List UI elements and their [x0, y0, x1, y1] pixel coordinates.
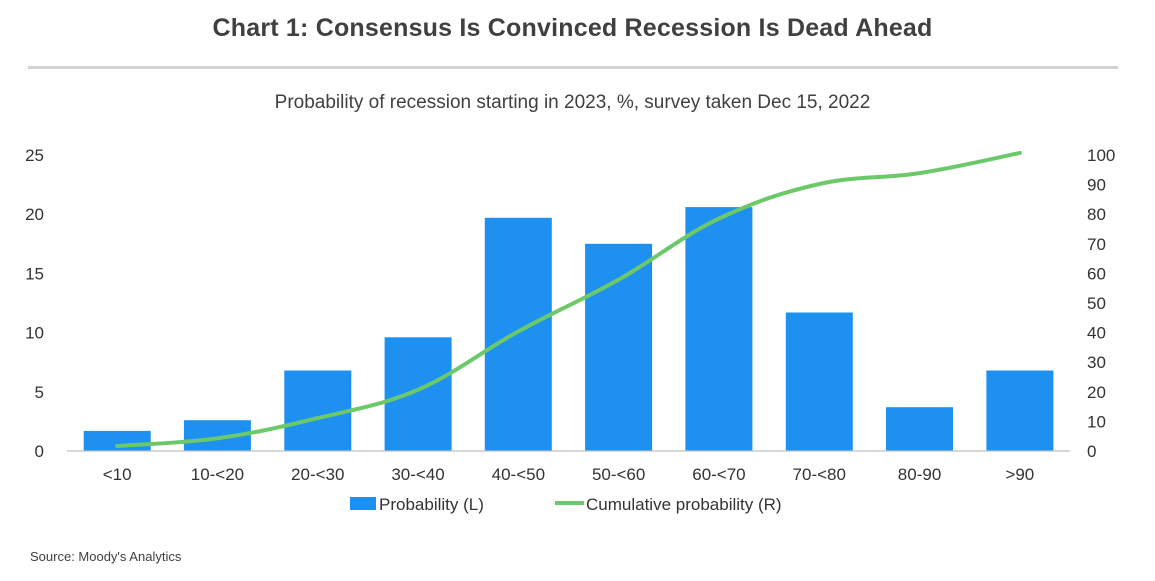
title-divider: [28, 66, 1118, 69]
x-tick-label: 50-<60: [592, 465, 645, 484]
chart-subtitle: Probability of recession starting in 202…: [274, 92, 871, 113]
x-tick-label: 70-<80: [793, 465, 846, 484]
y-left-tick-label: 25: [25, 146, 44, 165]
bar-6: [685, 207, 753, 451]
y-right-tick-label: 90: [1087, 176, 1106, 195]
bar-4: [484, 217, 552, 451]
y-right-tick-label: 100: [1087, 146, 1115, 165]
y-right-tick-label: 10: [1087, 412, 1106, 431]
y-right-tick-label: 50: [1087, 294, 1106, 313]
x-tick-label: 30-<40: [391, 465, 444, 484]
y-left-tick-label: 15: [25, 264, 44, 283]
y-left-tick-label: 5: [35, 383, 44, 402]
x-tick-label: 80-90: [898, 465, 941, 484]
y-left-tick-label: 0: [35, 442, 44, 461]
y-right-tick-label: 70: [1087, 235, 1106, 254]
y-right-tick-label: 20: [1087, 383, 1106, 402]
y-right-tick-label: 80: [1087, 205, 1106, 224]
x-tick-label: 60-<70: [692, 465, 745, 484]
y-left-tick-label: 20: [25, 205, 44, 224]
bar-8: [886, 407, 953, 451]
bar-7: [785, 312, 853, 451]
x-tick-label: 10-<20: [191, 465, 244, 484]
x-tick-label: <10: [103, 465, 132, 484]
cumulative-probability-line: [115, 150, 1022, 448]
x-tick-label: >90: [1005, 465, 1034, 484]
legend-bar-label: Probability (L): [379, 495, 484, 514]
y-right-tick-label: 30: [1087, 353, 1106, 372]
chart-title: Chart 1: Consensus Is Convinced Recessio…: [212, 14, 933, 42]
bar-5: [585, 243, 653, 451]
bar-9: [986, 370, 1054, 451]
x-tick-label: 40-<50: [492, 465, 545, 484]
bar-3: [384, 337, 452, 451]
legend-line-label: Cumulative probability (R): [586, 495, 782, 514]
legend-bar-swatch: [350, 497, 376, 510]
y-left-tick-label: 10: [25, 324, 44, 343]
source-note: Source: Moody's Analytics: [30, 549, 182, 564]
y-right-tick-label: 40: [1087, 324, 1106, 343]
bar-2: [284, 370, 352, 451]
y-right-tick-label: 60: [1087, 264, 1106, 283]
x-tick-label: 20-<30: [291, 465, 344, 484]
y-right-tick-label: 0: [1087, 442, 1096, 461]
